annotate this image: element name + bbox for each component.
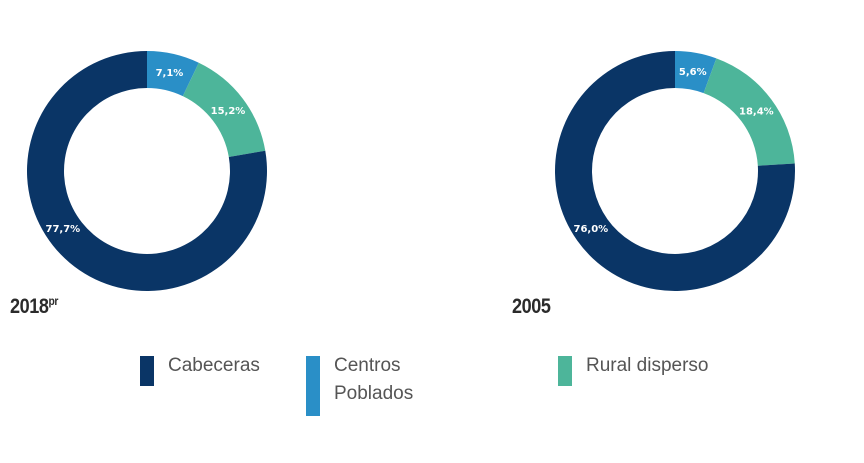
data-label-centros-poblados-2005: 5,6% bbox=[679, 67, 707, 78]
data-label-centros-poblados-2018: 7,1% bbox=[156, 68, 184, 79]
chart-title-2018: 2018pr bbox=[10, 294, 58, 318]
legend-item-cabeceras: Cabeceras bbox=[140, 355, 260, 386]
data-label-cabeceras-2005: 76,0% bbox=[574, 224, 609, 235]
data-label-cabeceras-2018: 77,7% bbox=[46, 224, 81, 235]
slice-cabeceras-2005 bbox=[555, 51, 795, 292]
legend-swatch-centros-poblados bbox=[306, 356, 320, 416]
slice-rural-disperso-2005 bbox=[703, 58, 795, 166]
legend-label-centros-poblados: Centros Poblados bbox=[334, 355, 414, 404]
legend-item-rural-disperso: Rural disperso bbox=[558, 355, 709, 386]
slice-cabeceras-2018 bbox=[27, 51, 267, 292]
slice-rural-disperso-2018 bbox=[182, 62, 266, 157]
legend-swatch-rural-disperso bbox=[558, 356, 572, 386]
legend-item-centros-poblados: Centros Poblados bbox=[306, 355, 424, 416]
legend-swatch-cabeceras bbox=[140, 356, 154, 386]
data-label-rural-disperso-2005: 18,4% bbox=[739, 106, 774, 117]
slice-centros-poblados-2005 bbox=[675, 51, 717, 94]
legend-label-rural-disperso: Rural disperso bbox=[586, 355, 709, 376]
legend-label-cabeceras: Cabeceras bbox=[168, 355, 260, 376]
data-label-rural-disperso-2018: 15,2% bbox=[211, 106, 246, 117]
donut-chart-2018: 7,1% 15,2% 77,7% bbox=[27, 51, 267, 292]
slice-centros-poblados-2018 bbox=[147, 51, 199, 97]
donut-chart-2005: 5,6% 18,4% 76,0% bbox=[555, 51, 795, 292]
chart-title-2005: 2005 bbox=[512, 295, 551, 318]
